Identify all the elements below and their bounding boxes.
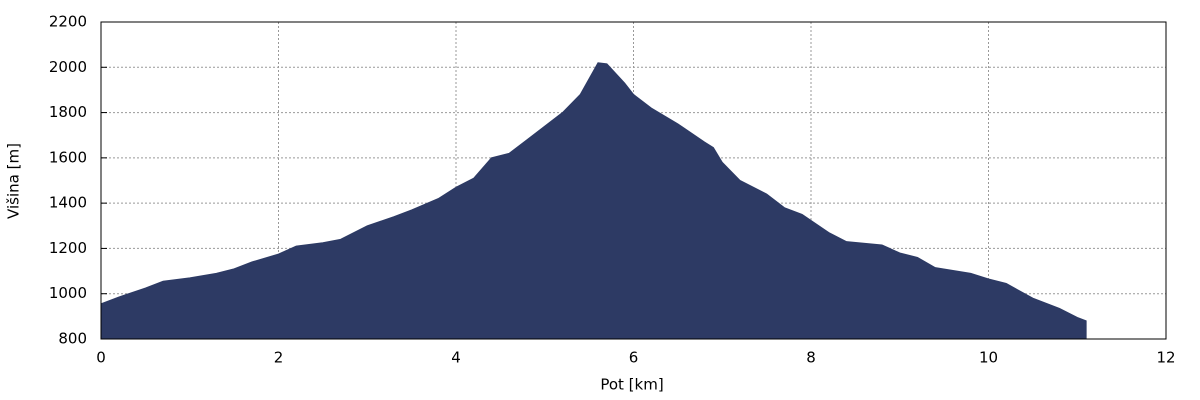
x-tick-label: 4 — [451, 349, 461, 367]
y-tick-label: 2000 — [49, 58, 87, 76]
x-tick-label: 8 — [806, 349, 816, 367]
x-axis-label: Pot [km] — [600, 376, 663, 394]
y-tick-label: 1200 — [49, 239, 87, 257]
x-tick-label: 12 — [1156, 349, 1175, 367]
x-tick-label: 6 — [629, 349, 639, 367]
y-tick-label: 1600 — [49, 148, 87, 166]
y-tick-label: 1000 — [49, 284, 87, 302]
x-tick-label: 2 — [274, 349, 284, 367]
y-tick-label: 2200 — [49, 13, 87, 31]
plot-frame — [100, 21, 1167, 340]
y-tick-label: 800 — [58, 330, 87, 348]
y-tick-label: 1800 — [49, 103, 87, 121]
y-tick-label: 1400 — [49, 194, 87, 212]
y-axis-label: Višina [m] — [5, 143, 23, 219]
area — [100, 62, 1087, 340]
x-tick-label: 0 — [96, 349, 106, 367]
x-tick-label: 10 — [979, 349, 998, 367]
